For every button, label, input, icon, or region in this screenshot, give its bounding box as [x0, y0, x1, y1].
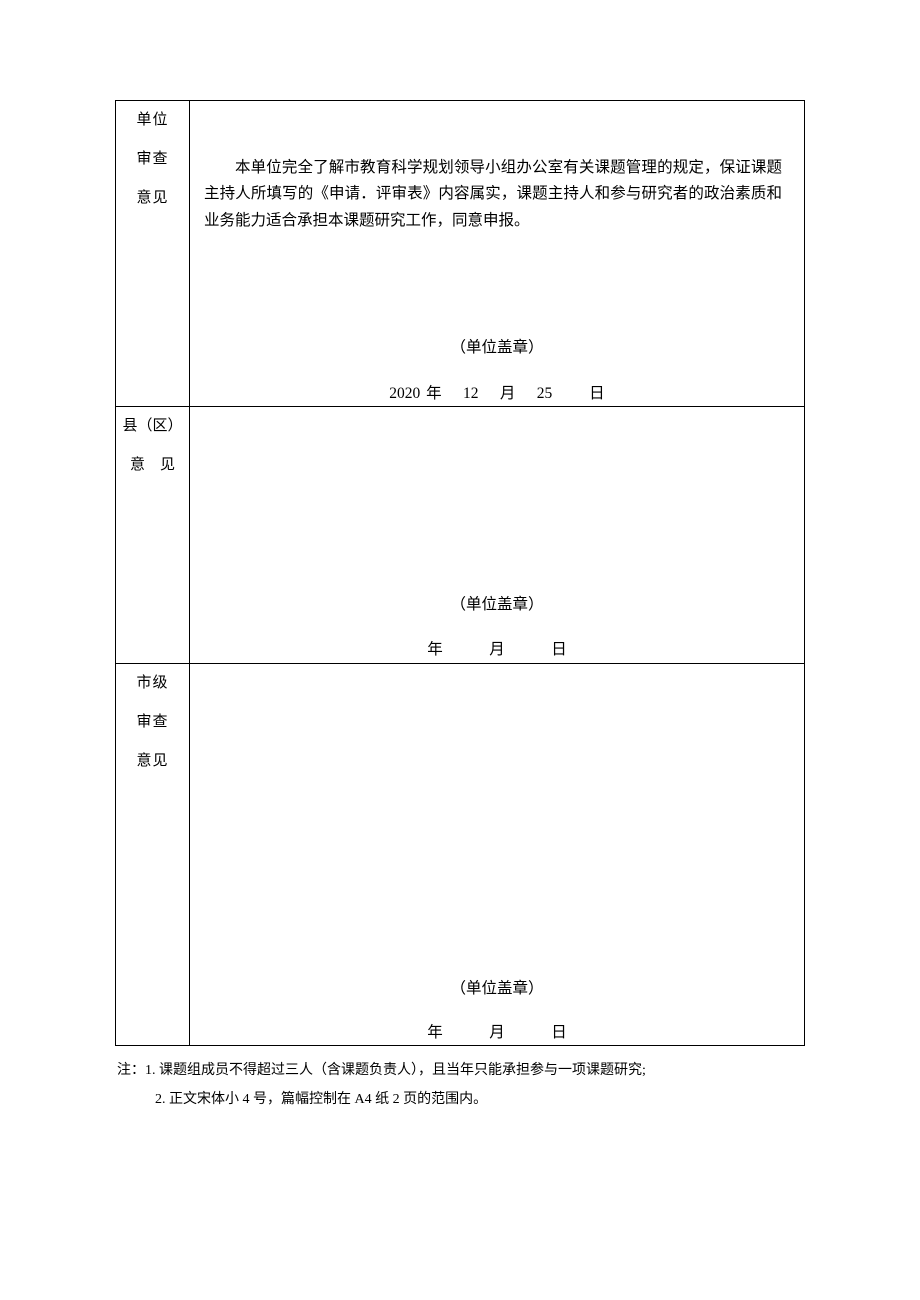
unit-review-label: 单位 审查 意见 [116, 101, 190, 407]
label-text: 县（区） [116, 407, 189, 446]
note-line-2: 2. 正文宋体小 4 号，篇幅控制在 A4 纸 2 页的范围内。 [117, 1085, 805, 1114]
label-text: 审查 [116, 140, 189, 179]
city-review-content: （单位盖章） 年 月 日 [190, 664, 805, 1046]
date-line: 年 月 日 [190, 637, 804, 659]
label-text: 意见 [116, 742, 189, 781]
label-text: 意 见 [116, 446, 189, 485]
label-text: 审查 [116, 703, 189, 742]
unit-review-content: 本单位完全了解市教育科学规划领导小组办公室有关课题管理的规定，保证课题主持人所填… [190, 101, 805, 407]
label-text: 市级 [116, 664, 189, 703]
unit-review-body: 本单位完全了解市教育科学规划领导小组办公室有关课题管理的规定，保证课题主持人所填… [190, 101, 804, 234]
footnotes: 注：1. 课题组成员不得超过三人（含课题负责人），且当年只能承担参与一项课题研究… [115, 1056, 805, 1115]
note-line-1: 注：1. 课题组成员不得超过三人（含课题负责人），且当年只能承担参与一项课题研究… [117, 1056, 805, 1085]
seal-placeholder: （单位盖章） [190, 335, 804, 357]
label-text: 单位 [116, 101, 189, 140]
date-line: 年 月 日 [190, 1020, 804, 1042]
county-opinion-content: （单位盖章） 年 月 日 [190, 407, 805, 664]
date-line: 2020 年 12 月 25 日 [190, 381, 804, 403]
city-review-label: 市级 审查 意见 [116, 664, 190, 1046]
approval-table: 单位 审查 意见 本单位完全了解市教育科学规划领导小组办公室有关课题管理的规定，… [115, 100, 805, 1046]
seal-placeholder: （单位盖章） [190, 976, 804, 998]
county-opinion-label: 县（区） 意 见 [116, 407, 190, 664]
label-text: 意见 [116, 179, 189, 218]
seal-placeholder: （单位盖章） [190, 592, 804, 614]
